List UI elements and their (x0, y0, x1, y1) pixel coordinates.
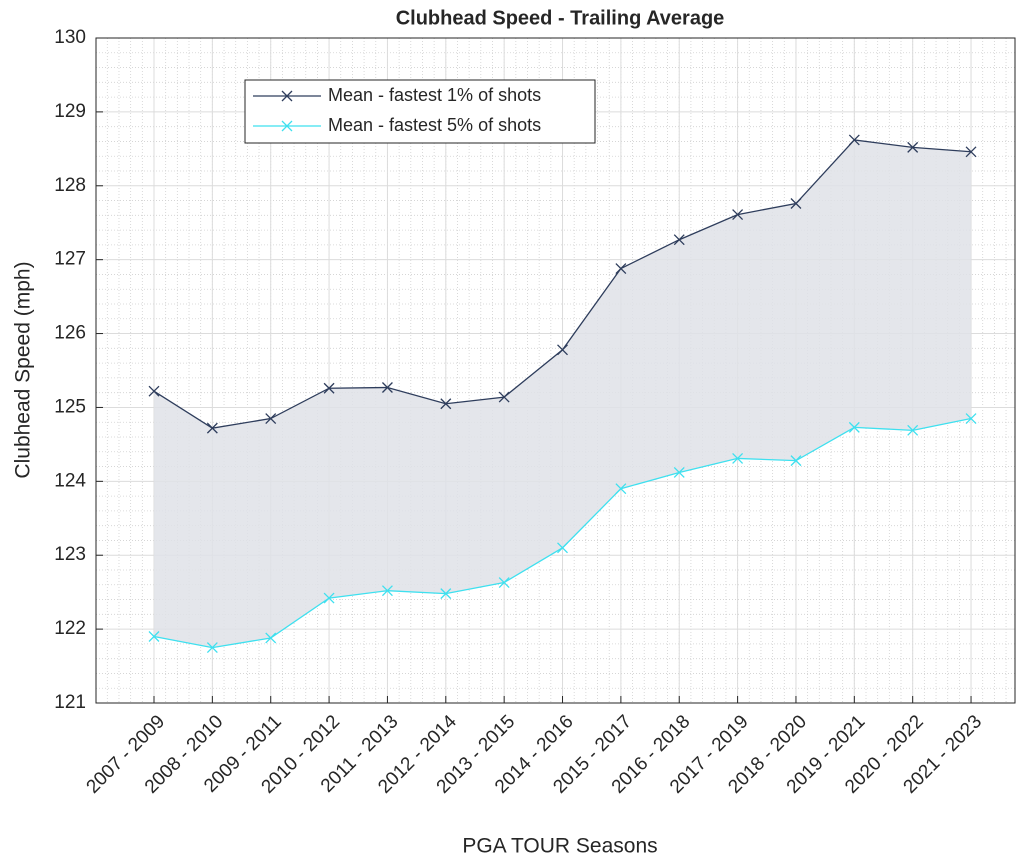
marker (440, 398, 452, 410)
marker (498, 577, 510, 589)
y-tick-label: 126 (54, 323, 86, 344)
legend-marker (281, 90, 293, 102)
marker (615, 263, 627, 274)
band-fill (154, 139, 972, 648)
y-tick-label: 122 (54, 618, 86, 639)
marker (732, 209, 744, 221)
marker (557, 542, 568, 554)
marker (498, 391, 510, 403)
legend-marker (281, 120, 293, 132)
marker (907, 424, 919, 436)
y-tick-label: 130 (54, 27, 86, 48)
marker (732, 452, 744, 464)
marker (615, 483, 627, 495)
chart-title: Clubhead Speed - Trailing Average (396, 7, 725, 29)
y-axis-label: Clubhead Speed (mph) (12, 261, 35, 478)
marker (790, 198, 802, 209)
marker (148, 385, 160, 397)
marker (965, 413, 977, 424)
y-tick-label: 123 (54, 544, 86, 565)
marker (848, 421, 860, 433)
marker (265, 632, 277, 644)
marker (323, 382, 335, 394)
y-tick-label: 124 (54, 470, 86, 491)
y-tick-label: 125 (54, 396, 86, 417)
marker (206, 642, 218, 654)
plot-frame (95, 37, 1016, 704)
legend-label: Mean - fastest 5% of shots (328, 115, 541, 135)
marker (965, 146, 977, 158)
marker (381, 585, 393, 597)
marker (440, 588, 452, 600)
marker (265, 413, 277, 424)
marker (323, 592, 335, 604)
legend-box (244, 79, 596, 144)
x-axis-label: PGA TOUR Seasons (462, 835, 657, 858)
marker (790, 455, 802, 467)
marker (381, 382, 393, 393)
legend-label: Mean - fastest 1% of shots (328, 85, 541, 105)
marker (673, 234, 685, 246)
marker (907, 141, 919, 153)
y-tick-label: 121 (54, 692, 86, 713)
marker (148, 631, 160, 642)
marker (673, 467, 685, 478)
y-tick-label: 128 (54, 175, 86, 196)
y-tick-label: 129 (54, 101, 86, 122)
marker (848, 134, 860, 146)
marker (557, 344, 568, 356)
y-tick-label: 127 (54, 249, 86, 270)
marker (206, 422, 218, 434)
